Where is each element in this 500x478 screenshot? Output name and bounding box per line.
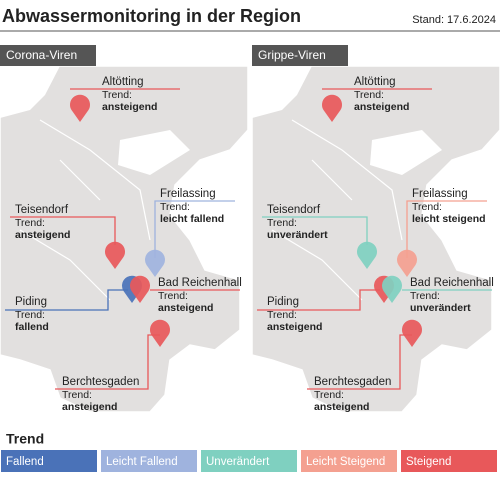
trend-value: fallend xyxy=(15,321,49,333)
trend-value: ansteigend xyxy=(354,101,409,113)
location-pin xyxy=(382,275,402,303)
legend-label: Fallend xyxy=(6,456,44,468)
location-pin xyxy=(322,94,342,122)
location-name: Bad Reichenhall xyxy=(158,277,242,289)
leader-line xyxy=(10,216,116,245)
legend-swatch xyxy=(201,450,297,472)
legend-label: Leicht Fallend xyxy=(106,456,178,468)
panel-title: Grippe-Viren xyxy=(258,48,326,62)
trend-label: Trend: xyxy=(15,217,45,229)
location-pin xyxy=(130,275,150,303)
location-name: Piding xyxy=(15,296,47,308)
trend-label: Trend: xyxy=(15,309,45,321)
leader-line xyxy=(154,200,235,258)
legend-label: Leicht Steigend xyxy=(306,456,385,468)
trend-value: leicht steigend xyxy=(412,213,486,225)
trend-label: Trend: xyxy=(158,290,188,302)
border xyxy=(271,119,403,301)
panel-tab xyxy=(252,45,348,66)
trend-label: Trend: xyxy=(102,89,132,101)
location-name: Berchtesgaden xyxy=(62,376,139,388)
legend-swatch xyxy=(101,450,197,472)
trend-label: Trend: xyxy=(410,290,440,302)
trend-value: leicht fallend xyxy=(160,213,224,225)
trend-label: Trend: xyxy=(412,201,442,213)
trend-value: ansteigend xyxy=(267,321,322,333)
panel-tab xyxy=(0,45,96,66)
legend-label: Unverändert xyxy=(206,456,270,468)
map-water xyxy=(0,66,190,175)
panel-title: Corona-Viren xyxy=(6,48,77,62)
location-name: Piding xyxy=(267,296,299,308)
trend-label: Trend: xyxy=(354,89,384,101)
trend-value: ansteigend xyxy=(314,401,369,413)
location-name: Freilassing xyxy=(160,188,216,200)
panel: Grippe-VirenAltöttingTrend:ansteigendTei… xyxy=(251,45,500,413)
location-name: Berchtesgaden xyxy=(314,376,391,388)
border xyxy=(19,119,151,301)
leader-line xyxy=(5,289,128,311)
leader-line xyxy=(262,216,368,245)
trend-label: Trend: xyxy=(267,217,297,229)
location-pin xyxy=(402,319,422,347)
trend-value: unverändert xyxy=(267,229,328,241)
leader-line xyxy=(406,200,487,258)
panel: Corona-VirenAltöttingTrend:ansteigendTei… xyxy=(0,45,249,413)
trend-label: Trend: xyxy=(267,309,297,321)
location-pin xyxy=(357,241,377,269)
location-name: Altötting xyxy=(354,76,396,88)
legend-label: Steigend xyxy=(406,456,451,468)
location-name: Freilassing xyxy=(412,188,468,200)
location-pin xyxy=(105,241,125,269)
trend-label: Trend: xyxy=(62,389,92,401)
trend-value: ansteigend xyxy=(15,229,70,241)
location-pin xyxy=(70,94,90,122)
legend-swatch xyxy=(1,450,97,472)
location-name: Teisendorf xyxy=(267,204,321,216)
title: Abwassermonitoring in der Region xyxy=(2,6,301,26)
legend-swatch xyxy=(301,450,397,472)
map-water xyxy=(252,66,442,175)
trend-value: ansteigend xyxy=(102,101,157,113)
leader-line xyxy=(257,289,380,311)
trend-value: unverändert xyxy=(410,302,471,314)
location-name: Teisendorf xyxy=(15,204,69,216)
legend-swatch xyxy=(401,450,497,472)
location-pin xyxy=(144,249,165,277)
location-pin xyxy=(150,319,170,347)
trend-value: ansteigend xyxy=(62,401,117,413)
location-name: Altötting xyxy=(102,76,144,88)
trend-label: Trend: xyxy=(314,389,344,401)
date: Stand: 17.6.2024 xyxy=(412,14,496,26)
legend-title: Trend xyxy=(6,431,44,447)
trend-value: ansteigend xyxy=(158,302,213,314)
location-pin xyxy=(397,249,417,277)
trend-label: Trend: xyxy=(160,201,190,213)
location-name: Bad Reichenhall xyxy=(410,277,494,289)
